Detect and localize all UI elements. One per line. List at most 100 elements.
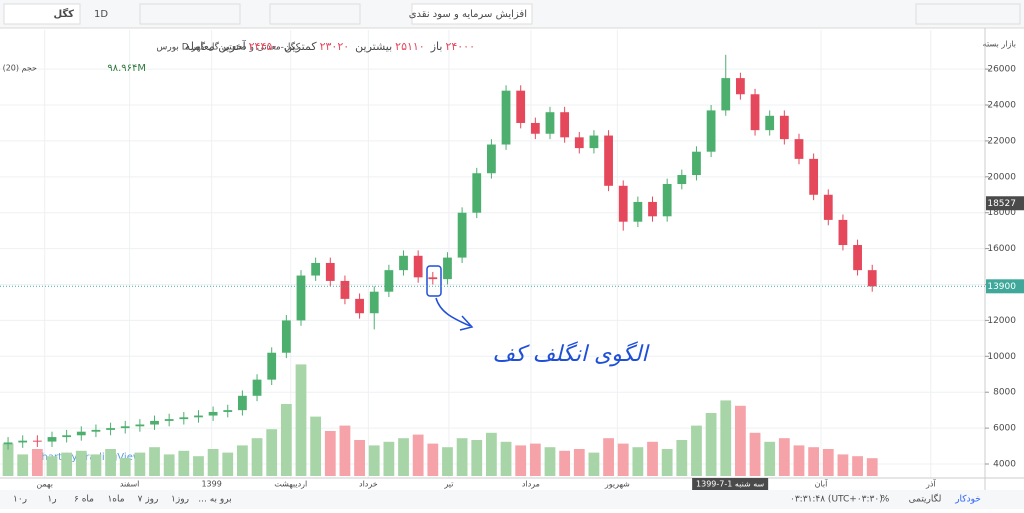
volume-bar — [544, 447, 556, 476]
volume-bar — [31, 449, 43, 476]
candle-body — [296, 275, 306, 321]
range-button[interactable]: ۱ر — [47, 495, 56, 505]
last-price-box — [986, 279, 1024, 294]
y-tick-label: 12000 — [987, 316, 1016, 326]
candle-body — [399, 255, 408, 271]
candle-body — [823, 194, 833, 220]
range-button[interactable]: ۱۰ر — [13, 495, 27, 505]
candle-body — [135, 424, 145, 427]
candle-body — [662, 184, 672, 217]
volume-bar — [90, 454, 102, 476]
volume-bar — [456, 438, 468, 476]
series-title: بورس D کگل-معدنی و صنعتی گل گهر — [156, 41, 300, 53]
annotation: الگوی انگلف کف — [492, 341, 650, 367]
volume-bar — [427, 443, 439, 476]
volume-bar — [866, 458, 878, 476]
volume-bar — [529, 443, 541, 476]
chart-style-buttons[interactable] — [139, 3, 241, 25]
candle-body — [369, 291, 379, 314]
volume-bar — [134, 452, 146, 476]
volume-bar — [354, 440, 365, 476]
candle-body — [736, 78, 745, 95]
volume-bar — [749, 432, 761, 476]
last-price-label: 13900 — [987, 282, 1016, 292]
volume-bar — [310, 416, 322, 476]
x-tick-label: اسفند — [120, 480, 140, 489]
volume-bar — [280, 404, 292, 476]
range-button[interactable]: روز ۷ — [138, 495, 159, 505]
auto-button[interactable]: خودکار — [954, 495, 981, 505]
candle-body — [355, 298, 364, 314]
candle-body — [809, 158, 819, 195]
snapshot-buttons[interactable] — [915, 3, 1021, 25]
candle-body — [633, 201, 643, 222]
volume-bar — [691, 425, 702, 476]
y-tick-label: 24000 — [987, 101, 1016, 111]
volume-bar — [207, 449, 219, 476]
volume-bar — [471, 440, 483, 476]
candle-body — [311, 262, 321, 276]
volume-bar — [573, 449, 585, 476]
volume-bar — [647, 441, 658, 476]
range-button[interactable]: ماه۱ — [107, 495, 124, 505]
volume-bar — [442, 447, 453, 476]
candle-body — [443, 257, 452, 280]
y-tick-label: 10000 — [987, 352, 1016, 362]
legend-label: آخرین معامله — [185, 39, 247, 53]
volume-bar — [75, 450, 87, 476]
candle-body — [340, 280, 350, 299]
range-button[interactable]: ماه ۶ — [74, 495, 94, 505]
x-tick-label: تیر — [443, 480, 453, 489]
candle-body — [47, 437, 57, 442]
percent-button[interactable]: % — [881, 495, 890, 505]
clock: ۰۳:۳۱:۴۸ (UTC+۰۳:۳۰) — [790, 495, 883, 505]
volume-bar — [852, 456, 863, 476]
volume-bar — [368, 445, 380, 476]
legend-value: ۲۵۱۱۰ — [395, 40, 425, 53]
y-tick-label: 18000 — [987, 208, 1016, 218]
candle-body — [223, 410, 233, 412]
volume-bar — [17, 454, 29, 476]
candle-body — [838, 219, 848, 246]
volume-bar — [588, 452, 600, 476]
volume-bar — [193, 456, 204, 476]
y-tick-label: 16000 — [987, 244, 1016, 254]
interval[interactable]: 1D — [94, 9, 108, 20]
volume-bar — [603, 438, 614, 476]
candle-body — [516, 90, 526, 123]
candle-body — [120, 426, 130, 429]
goto-button[interactable]: ... برو به — [198, 495, 231, 505]
volume-bar — [339, 425, 351, 476]
undo-redo-buttons[interactable] — [269, 3, 361, 25]
candle-body — [677, 175, 687, 184]
candle-body — [325, 262, 335, 281]
range-button[interactable]: روز۱ — [171, 495, 189, 505]
log-button[interactable]: لگاریتمی — [909, 493, 942, 505]
volume-bar — [735, 405, 746, 476]
candle-body — [560, 112, 570, 138]
y-tick-label: 6000 — [993, 424, 1016, 434]
corporate-action-box[interactable] — [411, 3, 533, 25]
candle-body — [750, 94, 760, 131]
candle-body — [281, 320, 291, 353]
volume-bar — [2, 443, 14, 476]
y-tick-label: 8000 — [993, 388, 1016, 398]
volume-bar — [237, 445, 248, 476]
candle-body — [765, 115, 775, 131]
volume-bar — [383, 441, 395, 476]
volume-bar — [61, 452, 73, 476]
candle-body — [164, 419, 174, 421]
candle-body — [867, 270, 877, 287]
candle-body — [853, 245, 862, 271]
volume-bar — [105, 449, 116, 476]
y-tick-label: 4000 — [993, 460, 1016, 470]
volume-bar — [149, 447, 160, 476]
symbol-box[interactable] — [3, 3, 81, 25]
volume-bar — [324, 431, 336, 476]
legend-value: ۲۳۰۲۰ — [320, 40, 350, 53]
volume-bar — [661, 449, 673, 476]
annotation-arrow — [435, 297, 474, 331]
crosshair-price-label: 18527 — [987, 199, 1016, 209]
